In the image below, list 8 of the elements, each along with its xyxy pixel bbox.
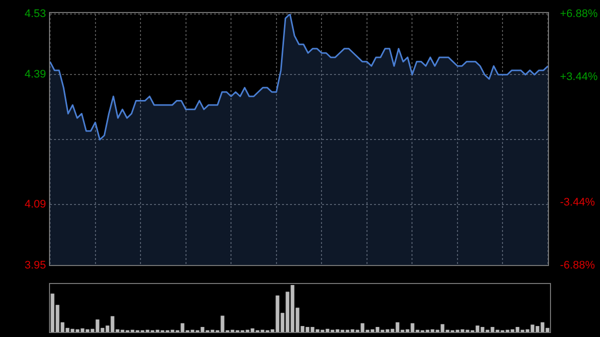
y2-tick-label: -6.88%	[560, 259, 596, 272]
y-tick-label: 4.09	[24, 198, 46, 211]
y2-tick-label: +3.44%	[560, 70, 598, 83]
y-tick-label: 4.53	[24, 8, 46, 20]
y-tick-label: 4.39	[24, 68, 46, 81]
y2-tick-label: -3.44%	[560, 196, 596, 209]
y-tick-label: 3.95	[24, 259, 46, 272]
y2-tick-label: +6.88%	[560, 8, 598, 20]
